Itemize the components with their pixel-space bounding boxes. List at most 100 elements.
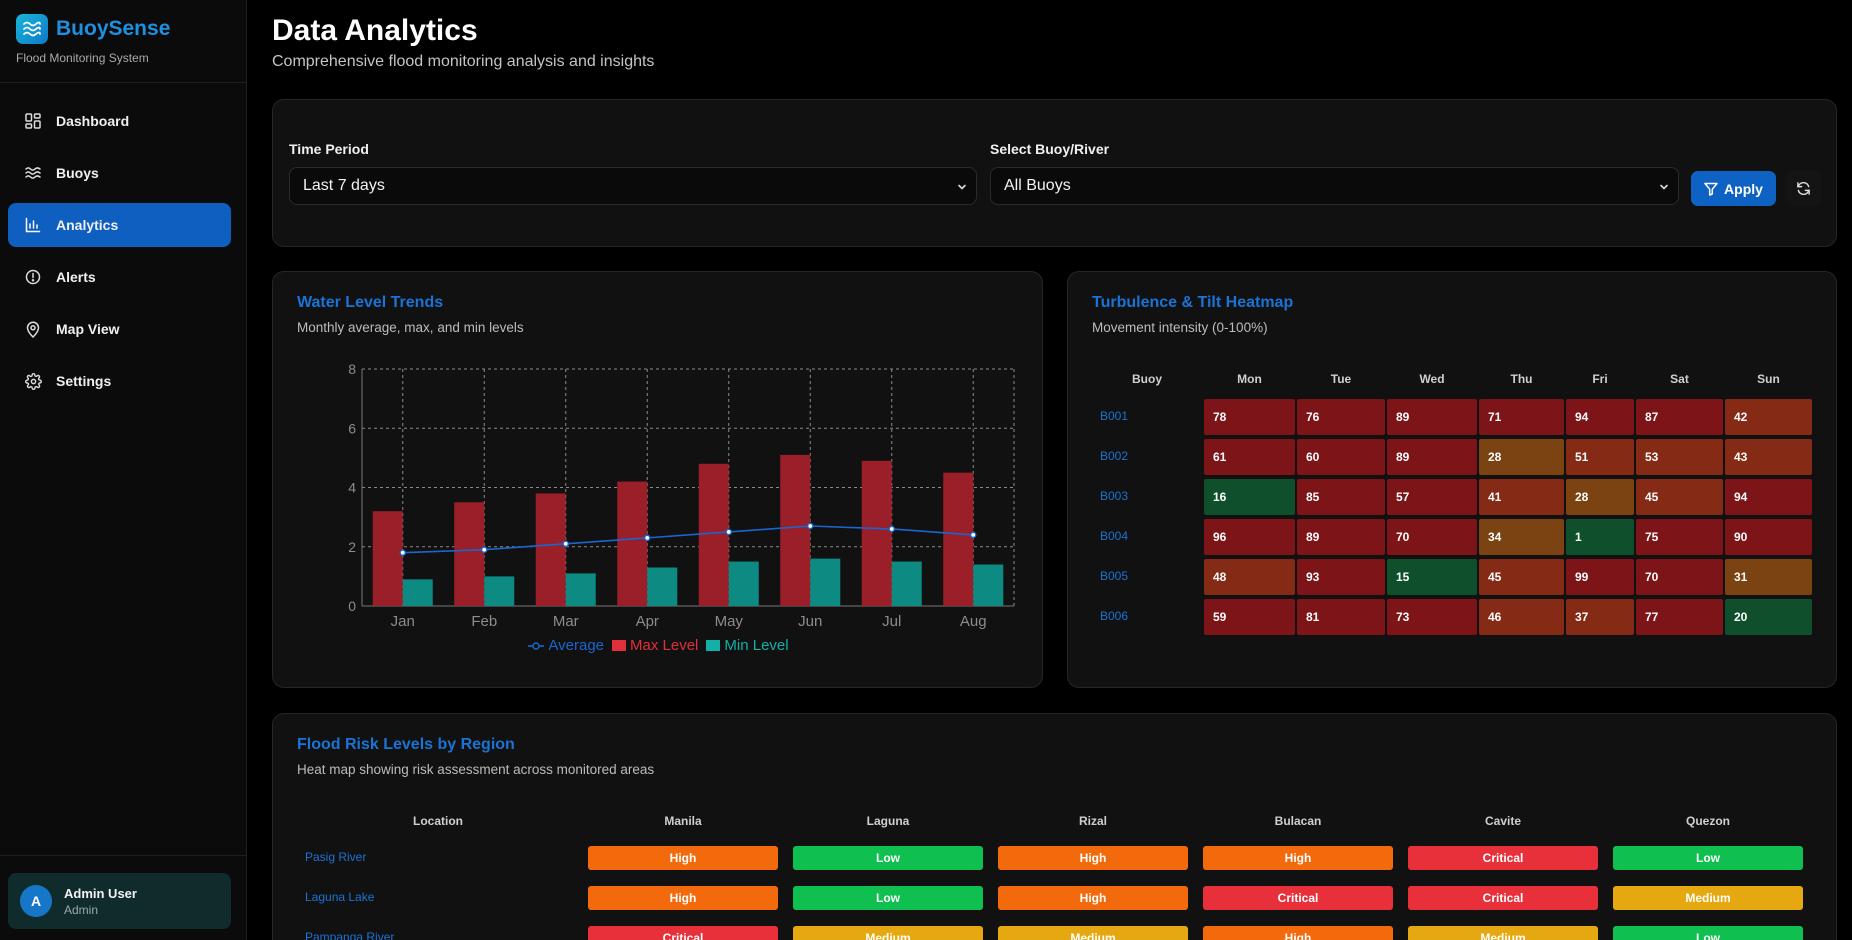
heatmap-cell[interactable]: 28 — [1565, 478, 1635, 516]
heatmap-cell[interactable]: 94 — [1724, 478, 1813, 516]
heatmap-cell[interactable]: 57 — [1386, 478, 1478, 516]
heatmap-cell[interactable]: 94 — [1565, 398, 1635, 436]
heatmap-cell[interactable]: 20 — [1724, 598, 1813, 636]
user-profile-card[interactable]: A Admin User Admin — [8, 873, 231, 929]
risk-column-header: Location — [413, 814, 463, 828]
heatmap-cell[interactable]: 53 — [1635, 438, 1724, 476]
heatmap-cell[interactable]: 90 — [1724, 518, 1813, 556]
heatmap-cell[interactable]: 16 — [1203, 478, 1296, 516]
heatmap-cell[interactable]: 31 — [1724, 558, 1813, 596]
sidebar-item-buoys[interactable]: Buoys — [8, 151, 231, 195]
heatmap-cell[interactable]: 60 — [1296, 438, 1386, 476]
risk-level-badge[interactable]: Medium — [1408, 926, 1598, 940]
heatmap-row-label[interactable]: B001 — [1100, 409, 1129, 423]
heatmap-cell[interactable]: 75 — [1635, 518, 1724, 556]
apply-button[interactable]: Apply — [1691, 171, 1776, 206]
risk-level-badge[interactable]: High — [1203, 926, 1393, 940]
sidebar: BuoySense Flood Monitoring System Dashbo… — [0, 0, 247, 940]
risk-column-header: Quezon — [1686, 814, 1730, 828]
heatmap-cell[interactable]: 45 — [1635, 478, 1724, 516]
heatmap-cell[interactable]: 96 — [1203, 518, 1296, 556]
heatmap-cell[interactable]: 85 — [1296, 478, 1386, 516]
heatmap-cell[interactable]: 81 — [1296, 598, 1386, 636]
x-tick-label: May — [715, 613, 744, 630]
risk-level-badge[interactable]: Critical — [1203, 886, 1393, 910]
legend-item-max-level[interactable]: Max Level — [612, 637, 698, 654]
refresh-button[interactable] — [1785, 171, 1821, 206]
heatmap-row-label[interactable]: B006 — [1100, 609, 1129, 623]
heatmap-cell[interactable]: 71 — [1478, 398, 1565, 436]
risk-level-badge[interactable]: High — [998, 886, 1188, 910]
heatmap-cell[interactable]: 1 — [1565, 518, 1635, 556]
heatmap-cell[interactable]: 70 — [1635, 558, 1724, 596]
heatmap-cell[interactable]: 76 — [1296, 398, 1386, 436]
sidebar-item-dashboard[interactable]: Dashboard — [8, 99, 231, 143]
heatmap-cell[interactable]: 37 — [1565, 598, 1635, 636]
heatmap-cell[interactable]: 59 — [1203, 598, 1296, 636]
map-pin-icon — [24, 320, 42, 338]
heatmap-cell[interactable]: 78 — [1203, 398, 1296, 436]
risk-level-badge[interactable]: Critical — [1408, 846, 1598, 870]
heatmap-cell[interactable]: 73 — [1386, 598, 1478, 636]
sidebar-item-alerts[interactable]: Alerts — [8, 255, 231, 299]
risk-level-badge[interactable]: High — [1203, 846, 1393, 870]
heatmap-row-label[interactable]: B003 — [1100, 489, 1129, 503]
heatmap-cell[interactable]: 28 — [1478, 438, 1565, 476]
heatmap-cell[interactable]: 48 — [1203, 558, 1296, 596]
sidebar-item-analytics[interactable]: Analytics — [8, 203, 231, 247]
heatmap-cell[interactable]: 41 — [1478, 478, 1565, 516]
heatmap-row-label[interactable]: B002 — [1100, 449, 1129, 463]
heatmap-cell[interactable]: 45 — [1478, 558, 1565, 596]
risk-row-label[interactable]: Pasig River — [305, 850, 367, 864]
heatmap-cell[interactable]: 77 — [1635, 598, 1724, 636]
heatmap-cell[interactable]: 89 — [1386, 398, 1478, 436]
brand[interactable]: BuoySense — [16, 14, 170, 44]
risk-row-label[interactable]: Pampanga River — [305, 930, 395, 940]
heatmap-cell[interactable]: 89 — [1296, 518, 1386, 556]
heatmap-cell[interactable]: 70 — [1386, 518, 1478, 556]
risk-level-badge[interactable]: Low — [1613, 926, 1803, 940]
heatmap-cell[interactable]: 93 — [1296, 558, 1386, 596]
heatmap-cell[interactable]: 61 — [1203, 438, 1296, 476]
risk-level-badge[interactable]: High — [588, 886, 778, 910]
risk-level-badge[interactable]: Low — [793, 886, 983, 910]
heatmap-cell[interactable]: 99 — [1565, 558, 1635, 596]
min-level-bar — [891, 561, 922, 606]
brand-subtitle: Flood Monitoring System — [16, 51, 149, 65]
heatmap-row-label[interactable]: B005 — [1100, 569, 1129, 583]
risk-level-badge[interactable]: Low — [793, 846, 983, 870]
heatmap-cell[interactable]: 89 — [1386, 438, 1478, 476]
heatmap-row-label[interactable]: B004 — [1100, 529, 1129, 543]
heatmap-cell[interactable]: 34 — [1478, 518, 1565, 556]
legend-item-min-level[interactable]: Min Level — [706, 637, 789, 654]
y-tick-label: 8 — [348, 361, 356, 377]
heatmap-cell[interactable]: 42 — [1724, 398, 1813, 436]
legend-label: Average — [548, 637, 605, 654]
heatmap-cell[interactable]: 43 — [1724, 438, 1813, 476]
heatmap-cell[interactable]: 46 — [1478, 598, 1565, 636]
heatmap-cell[interactable]: 87 — [1635, 398, 1724, 436]
heatmap-column-header: Sat — [1670, 372, 1689, 386]
risk-level-badge[interactable]: Medium — [998, 926, 1188, 940]
y-tick-label: 2 — [348, 539, 356, 555]
risk-row-label[interactable]: Laguna Lake — [305, 890, 375, 904]
risk-level-badge[interactable]: High — [998, 846, 1188, 870]
heatmap-cell[interactable]: 51 — [1565, 438, 1635, 476]
heatmap-cell[interactable]: 15 — [1386, 558, 1478, 596]
sidebar-item-settings[interactable]: Settings — [8, 359, 231, 403]
average-point — [643, 534, 651, 542]
risk-level-badge[interactable]: Critical — [588, 926, 778, 940]
waves-icon — [24, 164, 42, 182]
risk-level-badge[interactable]: Medium — [793, 926, 983, 940]
risk-level-badge[interactable]: Low — [1613, 846, 1803, 870]
average-line — [402, 525, 974, 554]
sidebar-item-map-view[interactable]: Map View — [8, 307, 231, 351]
risk-level-badge[interactable]: High — [588, 846, 778, 870]
risk-level-badge[interactable]: Medium — [1613, 886, 1803, 910]
legend-item-average[interactable]: Average — [528, 637, 604, 654]
chart-legend: Average Max Level Min Level — [273, 637, 1044, 654]
buoy-river-select[interactable]: All Buoys — [990, 167, 1679, 205]
risk-level-badge[interactable]: Critical — [1408, 886, 1598, 910]
brand-title: BuoySense — [56, 17, 171, 40]
time-period-select[interactable]: Last 7 days — [289, 167, 977, 205]
